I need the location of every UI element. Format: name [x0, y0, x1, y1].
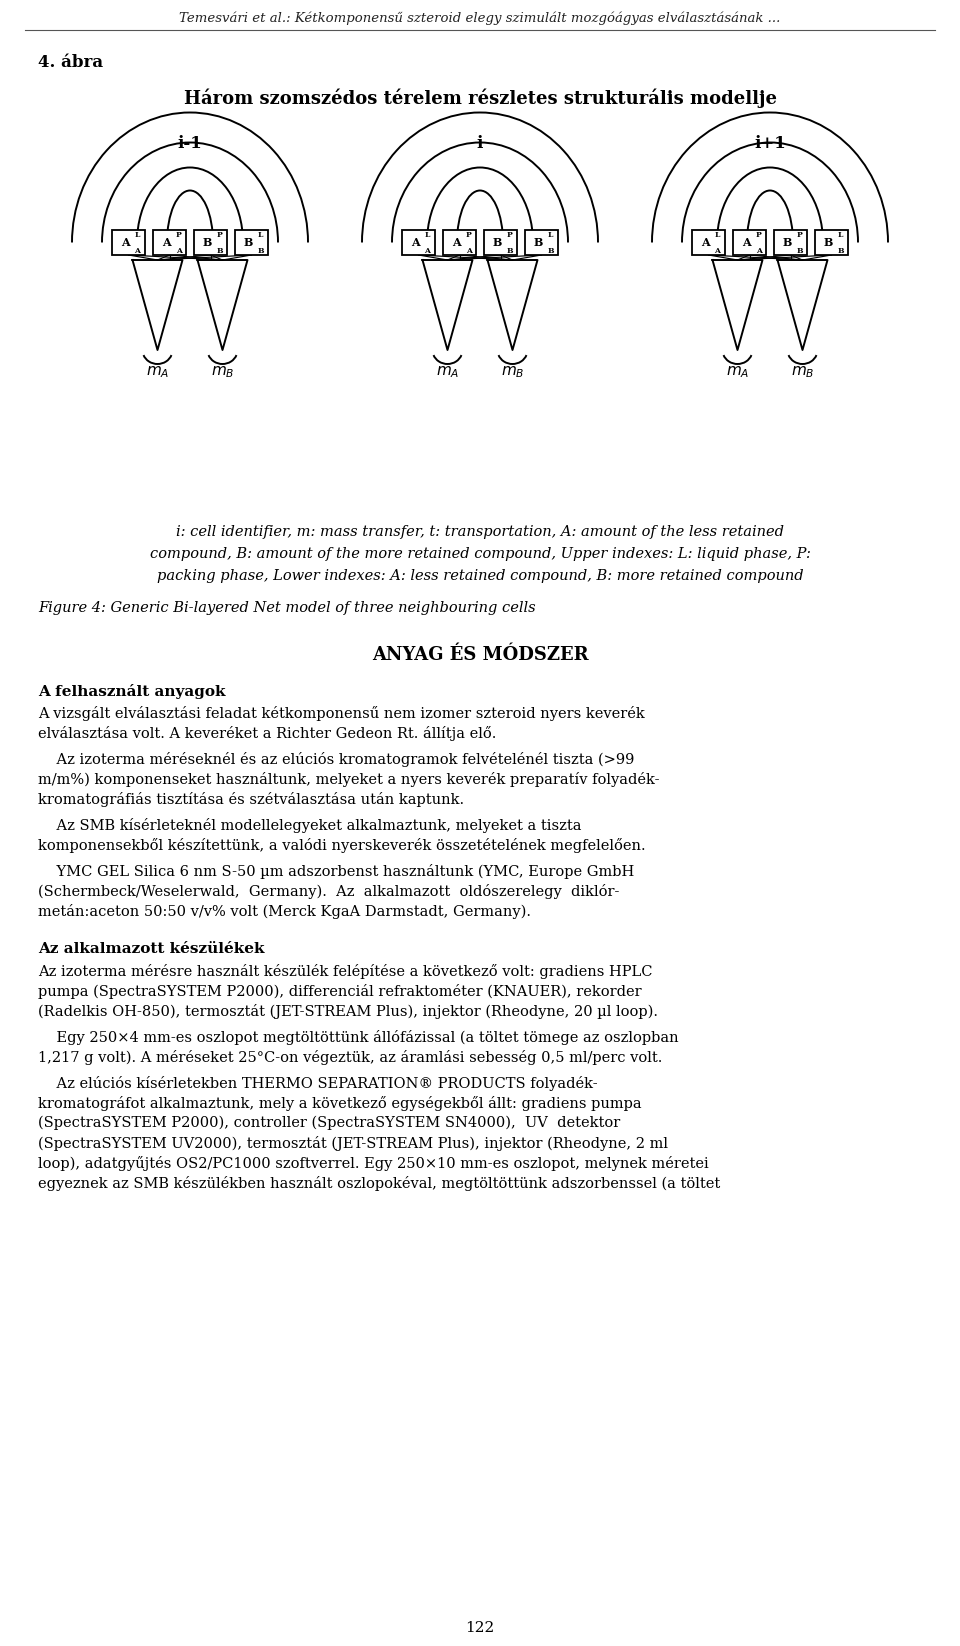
Text: L: L [548, 230, 553, 239]
Text: L: L [715, 230, 720, 239]
Text: egyeznek az SMB készülékben használt oszlopokéval, megtöltöttünk adszorbenssel (: egyeznek az SMB készülékben használt osz… [38, 1175, 720, 1192]
Text: i: cell identifier, m: mass transfer, t: transportation, A: amount of the less r: i: cell identifier, m: mass transfer, t:… [176, 525, 784, 538]
Text: 4. ábra: 4. ábra [38, 54, 103, 71]
Bar [692, 230, 725, 255]
Text: Temesvári et al.: Kétkomponensű szteroid elegy szimulált mozgóágyas elválasztásá: Temesvári et al.: Kétkomponensű szteroid… [180, 12, 780, 25]
Text: B: B [837, 247, 844, 255]
Text: B: B [796, 247, 803, 255]
Text: Három szomszédos térelem részletes strukturális modellje: Három szomszédos térelem részletes struk… [183, 89, 777, 107]
Bar [235, 230, 268, 255]
Text: P: P [466, 230, 471, 239]
Text: m/m%) komponenseket használtunk, melyeket a nyers keverék preparatív folyadék-: m/m%) komponenseket használtunk, melyeke… [38, 772, 660, 787]
Text: $m_B$: $m_B$ [791, 364, 814, 380]
Text: B: B [244, 237, 253, 249]
Text: B: B [547, 247, 554, 255]
Text: B: B [824, 237, 833, 249]
Text: Figure 4: Generic Bi-layered Net model of three neighbouring cells: Figure 4: Generic Bi-layered Net model o… [38, 601, 536, 616]
Text: P: P [797, 230, 803, 239]
Text: i+1: i+1 [755, 135, 786, 151]
Text: (SpectraSYSTEM P2000), controller (SpectraSYSTEM SN4000),  UV  detektor: (SpectraSYSTEM P2000), controller (Spect… [38, 1116, 620, 1131]
Text: A: A [452, 237, 461, 249]
Text: elválasztása volt. A keveréket a Richter Gedeon Rt. állítja elő.: elválasztása volt. A keveréket a Richter… [38, 726, 496, 741]
Bar [194, 230, 227, 255]
Text: (SpectraSYSTEM UV2000), termosztát (JET-STREAM Plus), injektor (Rheodyne, 2 ml: (SpectraSYSTEM UV2000), termosztát (JET-… [38, 1136, 668, 1151]
Text: B: B [216, 247, 223, 255]
Text: Az elúciós kísérletekben THERMO SEPARATION® PRODUCTS folyadék-: Az elúciós kísérletekben THERMO SEPARATI… [38, 1076, 598, 1091]
Bar [733, 230, 766, 255]
Text: (Radelkis OH-850), termosztát (JET-STREAM Plus), injektor (Rheodyne, 20 µl loop): (Radelkis OH-850), termosztát (JET-STREA… [38, 1004, 658, 1019]
Text: L: L [425, 230, 430, 239]
Text: B: B [257, 247, 264, 255]
Text: L: L [134, 230, 140, 239]
Text: P: P [507, 230, 513, 239]
Text: P: P [756, 230, 761, 239]
Text: A: A [742, 237, 751, 249]
Text: $m_A$: $m_A$ [436, 364, 459, 380]
Text: $m_A$: $m_A$ [146, 364, 169, 380]
Text: Az izoterma mérésre használt készülék felépítése a következő volt: gradiens HPLC: Az izoterma mérésre használt készülék fe… [38, 965, 653, 979]
Text: kromatográfiás tisztítása és szétválasztása után kaptunk.: kromatográfiás tisztítása és szétválaszt… [38, 792, 464, 807]
Text: B: B [492, 237, 502, 249]
Text: pumpa (SpectraSYSTEM P2000), differenciál refraktométer (KNAUER), rekorder: pumpa (SpectraSYSTEM P2000), differenciá… [38, 984, 641, 999]
Text: A felhasznált anyagok: A felhasznált anyagok [38, 685, 226, 700]
Text: A: A [756, 247, 761, 255]
Text: A: A [162, 237, 171, 249]
Text: L: L [258, 230, 263, 239]
Text: A vizsgált elválasztási feladat kétkomponensű nem izomer szteroid nyers keverék: A vizsgált elválasztási feladat kétkompo… [38, 706, 645, 721]
Text: B: B [782, 237, 792, 249]
Text: compound, B: amount of the more retained compound, Upper indexes: L: liquid phas: compound, B: amount of the more retained… [150, 546, 810, 561]
Text: A: A [176, 247, 181, 255]
Text: B: B [506, 247, 513, 255]
Bar [443, 230, 476, 255]
Text: komponensekből készítettünk, a valódi nyerskeverék összetételének megfelelően.: komponensekből készítettünk, a valódi ny… [38, 838, 646, 853]
Text: A: A [424, 247, 430, 255]
Text: A: A [701, 237, 709, 249]
Text: kromatográfot alkalmaztunk, mely a következő egységekből állt: gradiens pumpa: kromatográfot alkalmaztunk, mely a követ… [38, 1096, 641, 1111]
Text: Az alkalmazott készülékek: Az alkalmazott készülékek [38, 942, 265, 956]
Text: YMC GEL Silica 6 nm S-50 µm adszorbenst használtunk (YMC, Europe GmbH: YMC GEL Silica 6 nm S-50 µm adszorbenst … [38, 864, 635, 879]
Text: ANYAG ÉS MÓDSZER: ANYAG ÉS MÓDSZER [372, 645, 588, 663]
Text: i: i [477, 135, 483, 151]
Text: B: B [203, 237, 212, 249]
Bar [153, 230, 186, 255]
Text: A: A [134, 247, 140, 255]
Text: B: B [534, 237, 543, 249]
Text: $m_B$: $m_B$ [211, 364, 234, 380]
Text: $m_A$: $m_A$ [726, 364, 749, 380]
Bar [525, 230, 558, 255]
Text: $m_B$: $m_B$ [501, 364, 524, 380]
Text: A: A [411, 237, 420, 249]
Text: i-1: i-1 [178, 135, 203, 151]
Text: A: A [714, 247, 720, 255]
Bar [402, 230, 435, 255]
Text: 1,217 g volt). A méréseket 25°C-on végeztük, az áramlási sebesség 0,5 ml/perc vo: 1,217 g volt). A méréseket 25°C-on végez… [38, 1050, 662, 1065]
Text: L: L [838, 230, 843, 239]
Text: A: A [121, 237, 130, 249]
Text: P: P [176, 230, 181, 239]
Text: Egy 250×4 mm-es oszlopot megtöltöttünk állófázissal (a töltet tömege az oszlopba: Egy 250×4 mm-es oszlopot megtöltöttünk á… [38, 1030, 679, 1045]
Bar [815, 230, 848, 255]
Text: (Schermbeck/Weselerwald,  Germany).  Az  alkalmazott  oldószerelegy  diklór-: (Schermbeck/Weselerwald, Germany). Az al… [38, 884, 619, 899]
Text: 122: 122 [466, 1621, 494, 1634]
Text: loop), adatgyűjtés OS2/PC1000 szoftverrel. Egy 250×10 mm-es oszlopot, melynek mé: loop), adatgyűjtés OS2/PC1000 szoftverre… [38, 1155, 708, 1170]
Text: P: P [217, 230, 223, 239]
Bar [774, 230, 807, 255]
Text: Az SMB kísérleteknél modellelegyeket alkalmaztunk, melyeket a tiszta: Az SMB kísérleteknél modellelegyeket alk… [38, 818, 582, 833]
Text: metán:aceton 50:50 v/v% volt (Merck KgaA Darmstadt, Germany).: metán:aceton 50:50 v/v% volt (Merck KgaA… [38, 904, 531, 918]
Text: packing phase, Lower indexes: A: less retained compound, B: more retained compou: packing phase, Lower indexes: A: less re… [156, 570, 804, 583]
Bar [112, 230, 145, 255]
Text: Az izoterma méréseknél és az elúciós kromatogramok felvételénél tiszta (>99: Az izoterma méréseknél és az elúciós kro… [38, 752, 635, 767]
Text: A: A [466, 247, 471, 255]
Bar [484, 230, 517, 255]
